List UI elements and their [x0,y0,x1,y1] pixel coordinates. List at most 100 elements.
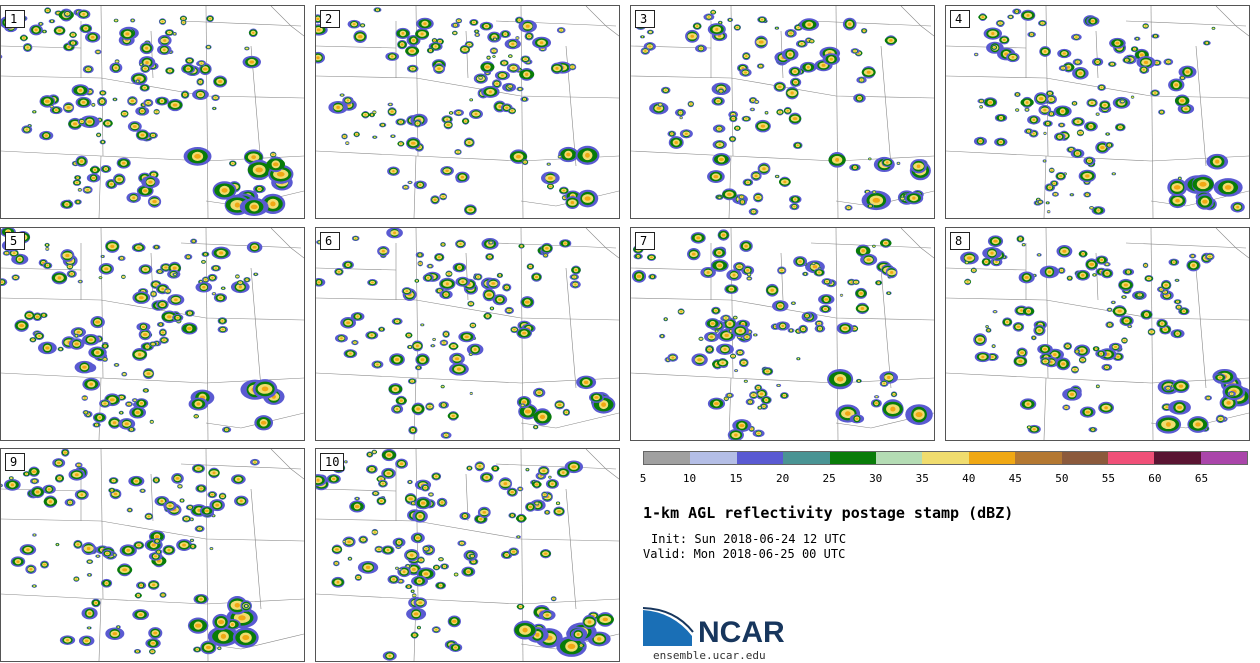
echo-cell [547,176,553,180]
echo-cell [456,367,461,371]
echo-cell [156,540,159,542]
echo-cell [100,100,104,103]
echo-cell [215,503,220,507]
echo-cell [407,334,411,337]
echo-cell [433,198,437,201]
echo-cell [154,283,158,286]
echo-cell [493,55,495,58]
echo-cell [1006,320,1009,324]
echo-cell [194,154,201,159]
echo-cell [424,486,427,489]
echo-cell [33,110,36,113]
echo-cell [817,271,821,274]
echo-cell [400,143,402,145]
echo-cell [825,280,829,283]
echo-cell [1175,198,1180,203]
echo-cell [509,85,512,88]
echo-cell [765,370,770,373]
echo-cell [198,93,202,96]
echo-cell [1172,261,1175,264]
echo-cell [239,281,241,284]
echo-cell [399,462,404,465]
echo-cell [915,411,923,418]
echo-cell [409,49,415,53]
echo-cell [354,504,360,508]
echo-cell [77,201,79,203]
state-boundary [1215,228,1249,259]
echo-cell [457,266,461,269]
echo-cell [93,168,97,171]
echo-cell [464,120,467,123]
echo-cell [42,314,45,316]
echo-cell [419,254,421,256]
echo-cell [101,140,105,144]
echo-cell [192,240,195,242]
echo-cell [399,399,403,402]
echo-cell [524,58,527,61]
echo-cell [731,138,734,140]
echo-cell [749,401,752,403]
echo-cell [196,648,199,651]
echo-cell [1015,10,1018,13]
echo-cell [218,647,221,650]
echo-cell [146,372,151,376]
echo-cell [1177,306,1180,308]
echo-cell [1096,60,1100,63]
state-boundary [1125,20,1247,27]
echo-cell [1138,294,1141,296]
echo-cell [180,499,184,502]
echo-cell [164,266,168,269]
echo-cell [884,241,888,245]
echo-cell [1071,193,1073,196]
echo-cell [1143,60,1149,65]
echo-cell [1226,400,1231,405]
map-panel-6: 6 [315,227,620,441]
echo-cell [442,195,445,198]
echo-cell [141,325,146,328]
echo-cell [121,275,125,278]
echo-cell [394,357,400,362]
echo-cell [721,233,726,237]
echo-cell [1164,283,1168,287]
echo-cell [738,351,742,354]
echo-cell [1122,296,1126,299]
echo-cell [1,281,4,284]
echo-cell [571,66,574,68]
echo-cell [444,293,448,296]
echo-cell [897,162,900,165]
echo-cell [812,262,815,265]
echo-cell [438,289,441,292]
echo-cell [138,613,143,616]
echo-cell [413,612,419,616]
echo-cell [14,276,17,279]
echo-cell [471,324,474,327]
echo-cell [1011,56,1015,59]
echo-cell [1136,37,1139,40]
echo-cell [1176,279,1178,282]
echo-cell [408,345,412,349]
echo-cell [143,86,146,89]
echo-cell [411,429,415,432]
echo-cell [386,548,390,552]
echo-cell [511,42,515,46]
echo-cell [345,461,347,463]
state-boundary [520,190,619,207]
echo-cell [697,358,703,362]
echo-cell [732,273,736,277]
echo-cell [1218,376,1222,379]
echo-cell [636,274,642,278]
echo-cell [152,173,155,176]
echo-cell [995,260,998,263]
reflectivity-map [631,228,934,440]
echo-cell [25,128,28,131]
echo-cell [461,280,465,283]
echo-cell [1103,103,1107,107]
echo-cell [148,180,153,184]
echo-cell [1142,68,1145,71]
state-boundary [946,297,1249,321]
echo-cell [195,415,197,417]
echo-cell [361,24,365,27]
echo-cell [370,468,374,471]
echo-cell [1020,351,1024,354]
echo-cell [1043,50,1047,53]
